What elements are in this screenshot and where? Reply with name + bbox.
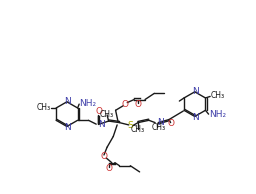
Text: O: O — [105, 164, 112, 173]
Text: O: O — [100, 152, 108, 161]
Text: CH₃: CH₃ — [151, 124, 165, 133]
Text: CH₃: CH₃ — [211, 91, 225, 100]
Text: CH₃: CH₃ — [131, 125, 145, 134]
Text: O: O — [121, 100, 129, 109]
Text: CH₃: CH₃ — [37, 103, 51, 113]
Text: S: S — [127, 121, 133, 130]
Text: O: O — [135, 100, 142, 109]
Text: NH₂: NH₂ — [209, 110, 227, 120]
Text: N: N — [192, 87, 199, 95]
Text: N: N — [64, 123, 71, 132]
Text: NH₂: NH₂ — [79, 99, 96, 108]
Text: O: O — [95, 107, 102, 116]
Text: N: N — [192, 113, 199, 122]
Text: N: N — [64, 97, 71, 106]
Text: N: N — [157, 118, 163, 127]
Text: N: N — [99, 120, 105, 129]
Text: O: O — [168, 119, 175, 128]
Text: CH₃: CH₃ — [100, 110, 114, 119]
